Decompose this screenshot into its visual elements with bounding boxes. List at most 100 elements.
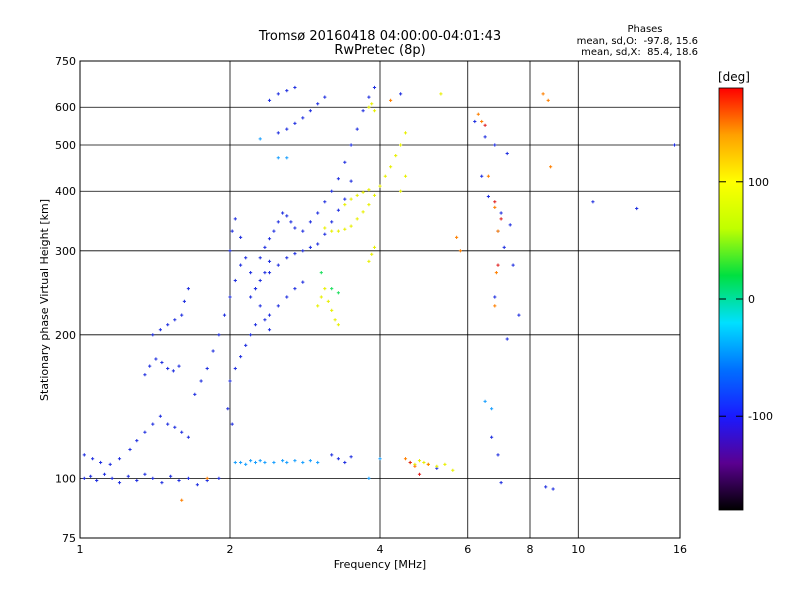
data-point xyxy=(333,318,337,322)
data-point xyxy=(372,193,377,197)
data-point xyxy=(158,414,162,418)
data-point xyxy=(355,127,359,131)
x-tick-label: 8 xyxy=(527,543,534,556)
stats-o: mean, sd,O: -97.8, 15.6 xyxy=(577,36,698,47)
data-point xyxy=(285,295,289,299)
data-point xyxy=(195,483,199,487)
y-axis-label: Stationary phase Virtual Height [km] xyxy=(38,199,51,401)
data-point xyxy=(367,476,371,480)
data-point xyxy=(267,237,272,241)
data-point xyxy=(151,476,155,480)
chart-subtitle: RwPretec (8p) xyxy=(334,43,425,58)
colorbar: [deg] 100 0 -100 xyxy=(718,70,773,511)
data-point xyxy=(443,462,447,466)
data-point xyxy=(330,453,334,457)
data-point xyxy=(89,474,93,478)
data-point xyxy=(308,220,312,224)
data-point xyxy=(361,190,365,194)
data-point xyxy=(276,263,280,267)
data-point xyxy=(499,481,503,485)
data-point xyxy=(343,460,347,465)
data-point xyxy=(367,105,371,109)
data-point xyxy=(143,373,147,377)
data-point xyxy=(383,174,387,178)
data-point xyxy=(473,119,477,124)
data-point xyxy=(486,174,490,178)
data-point xyxy=(343,227,347,231)
data-point xyxy=(451,468,455,472)
data-point xyxy=(326,299,330,303)
data-point xyxy=(323,95,327,99)
data-point xyxy=(95,478,99,483)
data-point xyxy=(217,333,221,337)
data-point xyxy=(267,313,272,317)
data-point xyxy=(308,109,312,113)
data-point xyxy=(177,364,181,368)
data-point xyxy=(493,200,497,204)
data-point xyxy=(343,160,347,164)
data-point xyxy=(417,472,422,476)
data-point xyxy=(417,459,422,463)
data-point xyxy=(319,295,323,299)
data-point xyxy=(263,460,267,465)
data-point xyxy=(258,459,262,463)
plot-grid xyxy=(80,61,680,538)
data-point xyxy=(372,85,377,90)
data-point xyxy=(361,109,365,113)
data-point xyxy=(233,366,237,371)
data-point xyxy=(493,304,497,308)
data-point xyxy=(233,460,237,465)
data-point xyxy=(635,206,639,211)
data-point xyxy=(177,478,181,483)
data-point xyxy=(394,154,398,158)
data-point xyxy=(496,263,500,267)
data-point xyxy=(408,460,412,465)
data-point xyxy=(148,364,152,368)
data-point xyxy=(301,229,305,233)
data-point xyxy=(672,143,677,147)
data-point xyxy=(301,460,305,465)
data-point xyxy=(249,271,253,275)
data-point xyxy=(272,229,276,233)
data-point xyxy=(301,249,305,253)
data-point xyxy=(258,256,262,260)
data-point xyxy=(108,462,112,466)
data-point xyxy=(91,457,95,461)
x-tick-label: 1 xyxy=(77,543,84,556)
data-point xyxy=(217,476,221,480)
data-point xyxy=(455,235,459,239)
y-tick-label: 300 xyxy=(55,245,76,258)
data-point xyxy=(361,210,365,214)
y-tick-label: 100 xyxy=(55,472,76,485)
data-point xyxy=(389,165,393,169)
data-point xyxy=(281,459,285,463)
x-tick-label: 6 xyxy=(464,543,471,556)
data-point xyxy=(228,379,232,383)
data-point xyxy=(99,460,103,465)
colorbar-tick-label: 100 xyxy=(748,176,769,189)
data-point xyxy=(403,174,408,178)
data-point xyxy=(239,355,243,359)
data-point xyxy=(263,245,267,249)
data-point xyxy=(199,379,203,383)
data-point xyxy=(330,189,334,193)
data-point xyxy=(239,460,243,465)
data-point xyxy=(267,271,272,275)
data-point xyxy=(289,220,293,224)
data-point xyxy=(244,343,248,347)
data-point xyxy=(117,457,122,461)
data-point xyxy=(182,299,186,303)
data-point xyxy=(480,119,484,124)
data-point xyxy=(435,464,439,468)
data-points xyxy=(82,85,677,502)
data-point xyxy=(490,435,494,439)
data-point xyxy=(426,462,430,466)
stats-heading: Phases xyxy=(627,24,662,35)
data-point xyxy=(276,92,280,96)
data-point xyxy=(276,304,280,308)
data-point xyxy=(367,95,371,99)
data-point xyxy=(82,476,86,480)
data-point xyxy=(226,407,230,411)
data-point xyxy=(180,498,184,502)
data-point xyxy=(239,263,243,267)
